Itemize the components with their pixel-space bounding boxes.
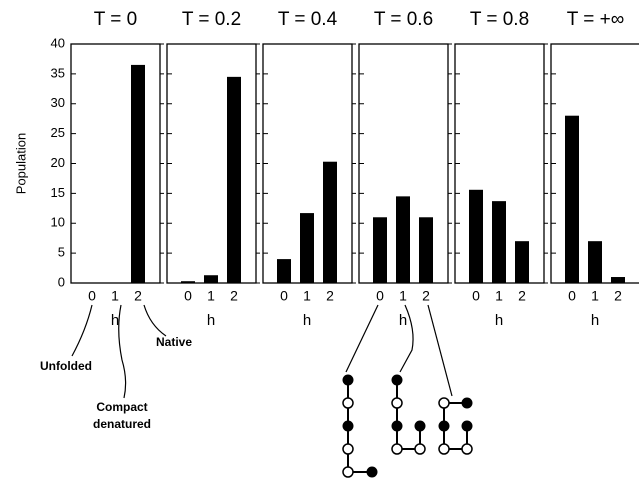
bar [515, 241, 529, 283]
bar [588, 241, 602, 283]
bar [565, 115, 579, 283]
leader-line [399, 304, 414, 373]
bar [373, 217, 387, 283]
x-tick-label: 1 [303, 288, 311, 304]
y-tick-label: 20 [51, 155, 65, 170]
annotation: Compact [96, 400, 147, 414]
x-tick-label: 0 [184, 288, 192, 304]
x-axis-label: h [399, 312, 407, 329]
x-tick-label: 1 [591, 288, 599, 304]
x-tick-label: 0 [88, 288, 96, 304]
panel-title: T = 0.2 [182, 9, 241, 30]
leader-line [118, 304, 127, 399]
panel-title: T = 0 [94, 9, 137, 30]
y-tick-label: 30 [51, 95, 65, 110]
x-tick-label: 2 [422, 288, 430, 304]
y-axis-label: Population [13, 133, 28, 194]
y-tick-label: 10 [51, 215, 65, 230]
x-tick-label: 1 [495, 288, 503, 304]
bar [469, 189, 483, 283]
bar [323, 161, 337, 283]
leader-line [143, 304, 167, 337]
y-tick-label: 15 [51, 185, 65, 200]
bar [227, 76, 241, 283]
panel-frame [166, 43, 257, 284]
x-axis-label: h [111, 312, 119, 329]
bar [396, 196, 410, 283]
bar [204, 275, 218, 283]
y-tick-label: 25 [51, 125, 65, 140]
bar [419, 217, 433, 283]
x-tick-label: 0 [568, 288, 576, 304]
annotation: Unfolded [40, 359, 92, 373]
x-axis-label: h [495, 312, 503, 329]
y-tick-label: 5 [58, 245, 65, 260]
y-tick-label: 35 [51, 65, 65, 80]
bar [181, 281, 195, 283]
x-tick-label: 2 [518, 288, 526, 304]
x-axis-label: h [303, 312, 311, 329]
bar [131, 64, 145, 283]
x-tick-label: 1 [207, 288, 215, 304]
annotation: Native [156, 335, 192, 349]
panel-frame [70, 43, 161, 284]
x-tick-label: 2 [134, 288, 142, 304]
x-tick-label: 2 [326, 288, 334, 304]
leader-line [427, 304, 453, 397]
x-tick-label: 0 [376, 288, 384, 304]
leader-line [71, 304, 93, 357]
annotation: denatured [93, 417, 151, 431]
bar [277, 259, 291, 283]
conformation-unfolded [342, 374, 378, 478]
y-tick-label: 40 [51, 35, 65, 50]
conformation-native [438, 397, 473, 455]
x-tick-label: 2 [614, 288, 622, 304]
x-tick-label: 0 [280, 288, 288, 304]
x-tick-label: 2 [230, 288, 238, 304]
leader-line [345, 304, 379, 373]
x-tick-label: 0 [472, 288, 480, 304]
bar [611, 277, 625, 283]
x-axis-label: h [591, 312, 599, 329]
panel-title: T = +∞ [567, 9, 625, 30]
panel-title: T = 0.4 [278, 9, 338, 30]
y-tick-label: 0 [58, 274, 65, 289]
x-tick-label: 1 [111, 288, 119, 304]
bar [300, 213, 314, 283]
panel-title: T = 0.8 [470, 9, 529, 30]
bar [492, 201, 506, 283]
x-tick-label: 1 [399, 288, 407, 304]
conformation-compact [391, 374, 426, 455]
x-axis-label: h [207, 312, 215, 329]
panel-title: T = 0.6 [374, 9, 433, 30]
